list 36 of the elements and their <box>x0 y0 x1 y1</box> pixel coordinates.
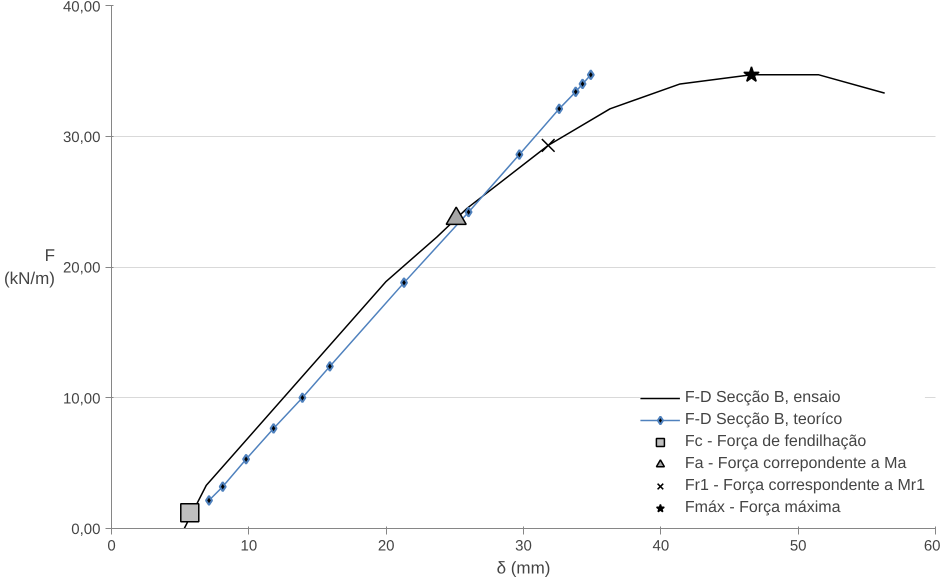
point <box>400 277 408 288</box>
point <box>541 138 556 153</box>
x-tick-label: 40 <box>652 538 670 554</box>
point <box>572 86 580 98</box>
point <box>578 78 587 90</box>
point <box>205 494 214 506</box>
legend-label: F-D Secção B, teoríco <box>684 411 842 429</box>
x-tick-label: 10 <box>240 538 258 554</box>
y-tick-label: 30,00 <box>62 128 101 146</box>
y-tick-label: 0,00 <box>71 521 101 538</box>
point <box>555 103 564 114</box>
point <box>326 360 334 372</box>
x-tick-label: 0 <box>107 538 116 554</box>
y-tick-label: 40,00 <box>62 0 101 16</box>
x-axis-title: δ (mm) <box>496 558 550 578</box>
point <box>218 481 227 492</box>
point <box>180 503 200 523</box>
legend-label: F-D Secção B, ensaio <box>684 389 841 407</box>
legend-label: Fc - Força de fendilhação <box>684 433 866 451</box>
x-tick-label: 60 <box>924 538 941 554</box>
y-tick-label: 10,00 <box>62 390 101 408</box>
legend-label: Fr1 - Força correspondente a Mr1 <box>684 477 925 495</box>
point <box>242 454 250 465</box>
x-tick-label: 20 <box>378 538 395 554</box>
point <box>743 66 760 82</box>
legend-label: Fa - Força correpondente a Ma <box>684 455 906 473</box>
y-axis-title: F (kN/m) <box>4 246 55 288</box>
point <box>298 392 306 404</box>
point <box>515 149 524 160</box>
x-tick-label: 30 <box>515 538 532 554</box>
point <box>586 69 595 80</box>
legend-label: Fmáx - Força máxima <box>684 499 840 517</box>
point <box>270 422 278 434</box>
y-tick-label: 20,00 <box>62 260 101 276</box>
x-tick-label: 50 <box>790 538 807 554</box>
point <box>464 206 473 218</box>
